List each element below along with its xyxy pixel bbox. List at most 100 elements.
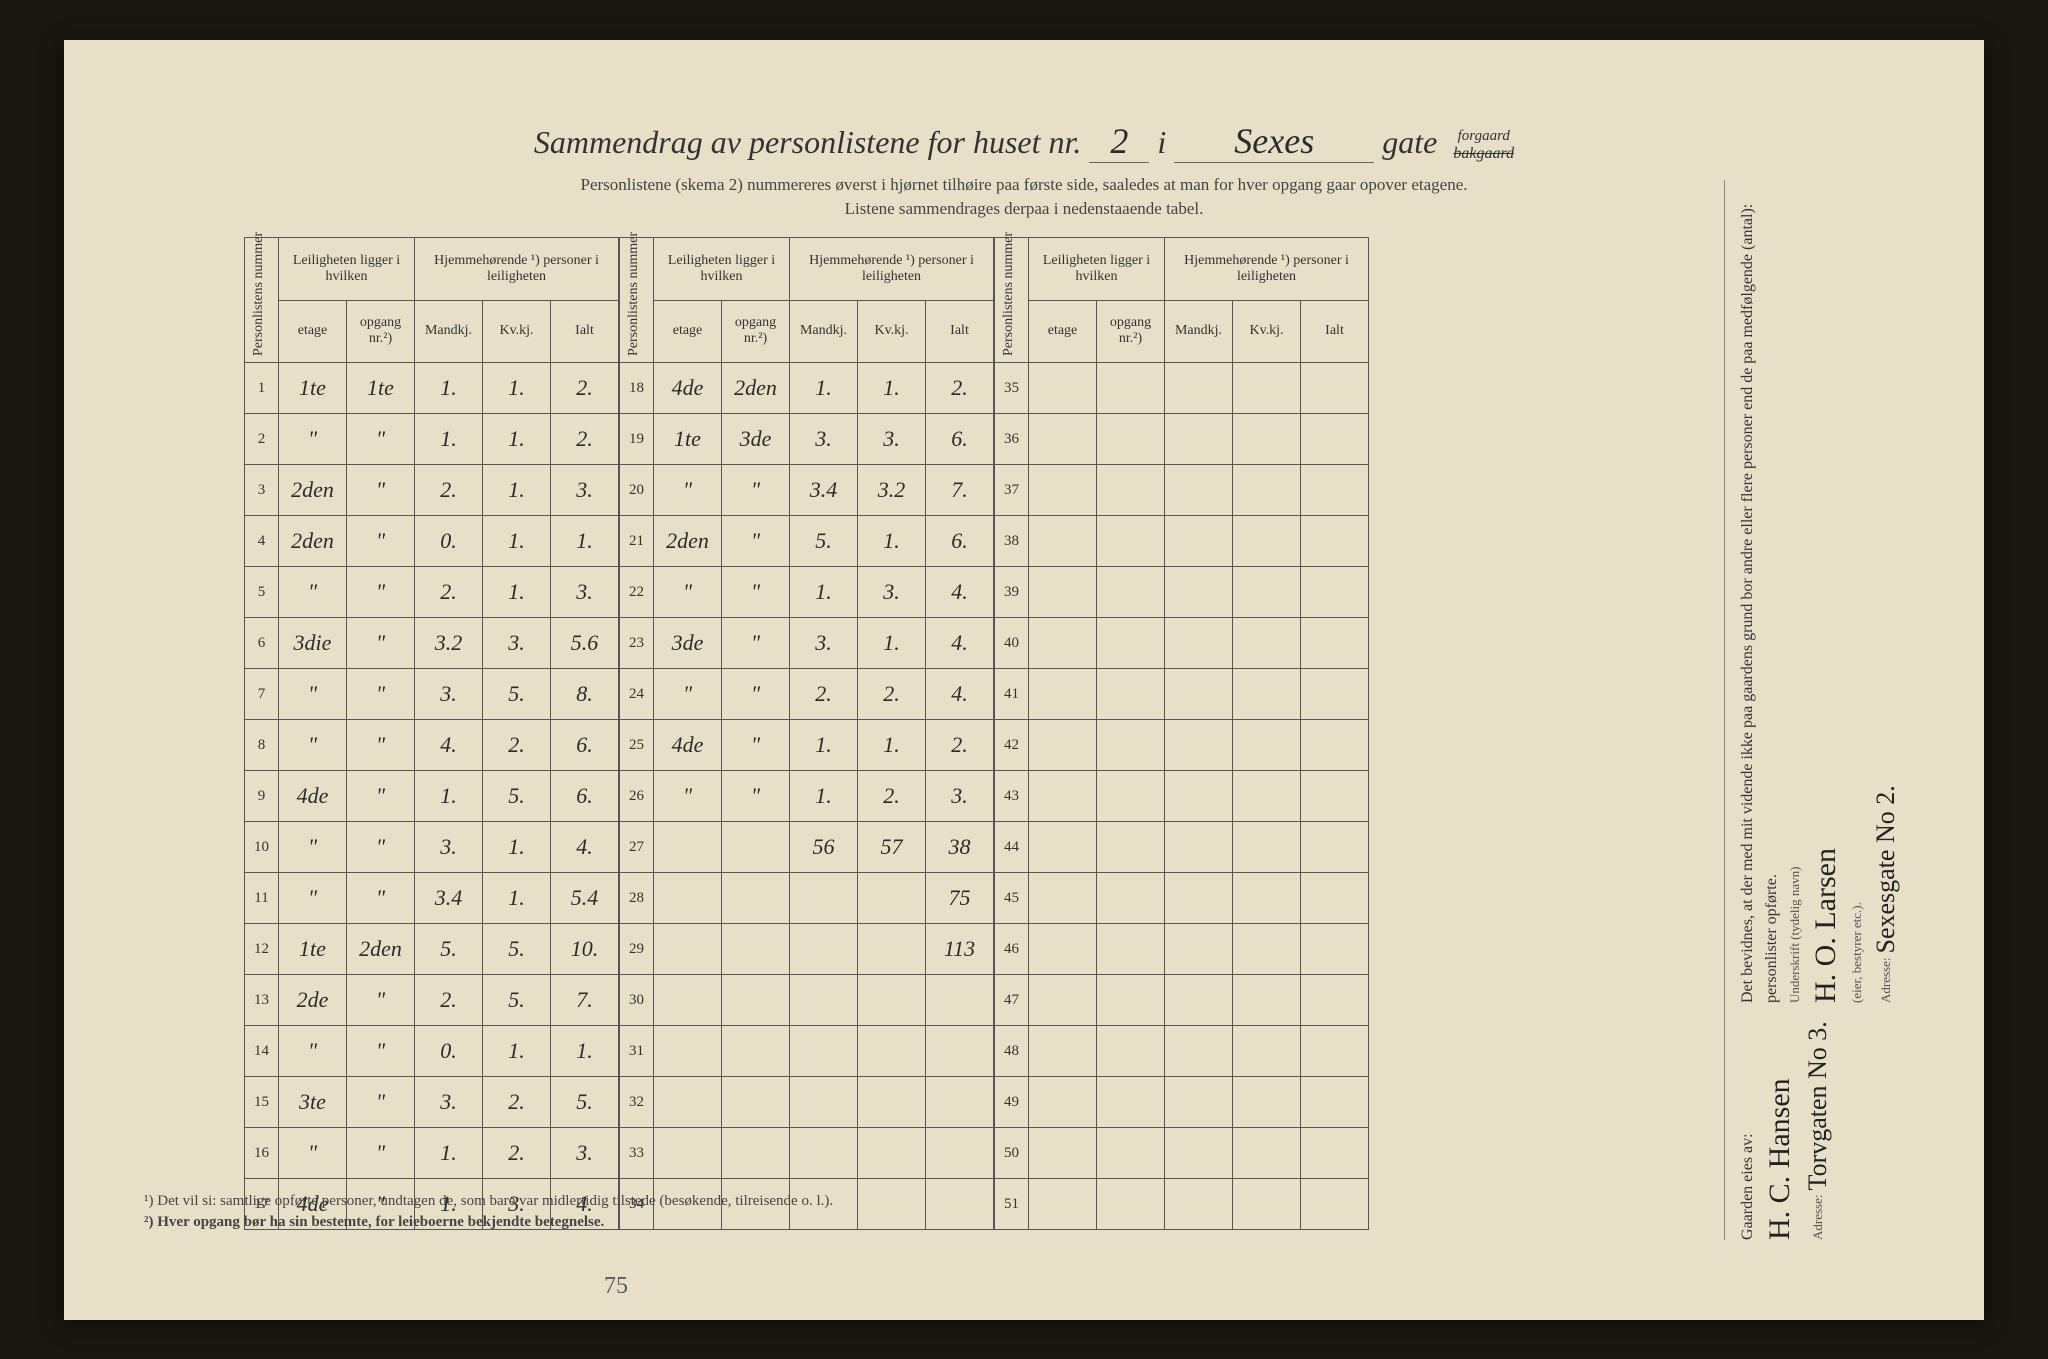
table-row: 24""2.2.4.	[620, 669, 994, 720]
row-number: 25	[620, 720, 654, 771]
cell-mandkj	[1165, 873, 1233, 924]
table-row: 22""1.3.4.	[620, 567, 994, 618]
cell-ialt: 4.	[926, 618, 994, 669]
cell-opgang	[1097, 924, 1165, 975]
cell-ialt: 2.	[551, 363, 619, 414]
cell-opgang	[1097, 516, 1165, 567]
census-table-block3: Personlistens nummer Leiligheten ligger …	[994, 237, 1369, 1230]
table-row: 43	[995, 771, 1369, 822]
cell-opgang	[722, 924, 790, 975]
cell-kvkj	[1233, 822, 1301, 873]
title-mid: i	[1157, 124, 1166, 160]
cell-opgang: "	[347, 669, 415, 720]
cell-opgang: "	[347, 873, 415, 924]
table-row: 2""1.1.2.	[245, 414, 619, 465]
row-number: 15	[245, 1077, 279, 1128]
cell-mandkj: 1.	[415, 414, 483, 465]
cell-opgang	[1097, 414, 1165, 465]
cell-mandkj: 5.	[415, 924, 483, 975]
cell-etage: 2de	[279, 975, 347, 1026]
row-number: 24	[620, 669, 654, 720]
row-number: 2	[245, 414, 279, 465]
gate-label: gate	[1382, 124, 1437, 160]
cell-opgang	[1097, 1077, 1165, 1128]
cell-ialt	[1301, 771, 1369, 822]
table-row: 14""0.1.1.	[245, 1026, 619, 1077]
cell-kvkj	[1233, 567, 1301, 618]
row-number: 50	[995, 1128, 1029, 1179]
cell-etage	[1029, 516, 1097, 567]
hdr-ialt: Ialt	[551, 300, 619, 363]
table-row: 45	[995, 873, 1369, 924]
table-row: 7""3.5.8.	[245, 669, 619, 720]
cell-kvkj	[858, 975, 926, 1026]
hdr-kvkj: Kv.kj.	[858, 300, 926, 363]
row-number: 29	[620, 924, 654, 975]
cell-ialt: 4.	[926, 669, 994, 720]
cell-ialt: 5.	[551, 1077, 619, 1128]
table-row: 44	[995, 822, 1369, 873]
cell-opgang	[722, 975, 790, 1026]
cell-opgang: "	[347, 414, 415, 465]
hdr-opgang: opgang nr.²)	[1097, 300, 1165, 363]
cell-opgang	[1097, 1179, 1165, 1230]
row-number: 8	[245, 720, 279, 771]
cell-etage: 3te	[279, 1077, 347, 1128]
cell-ialt: 4.	[551, 822, 619, 873]
cell-ialt: 4.	[926, 567, 994, 618]
table-row: 37	[995, 465, 1369, 516]
title-prefix: Sammendrag av personlistene for huset nr…	[534, 124, 1082, 160]
cell-etage: "	[279, 1026, 347, 1077]
cell-ialt	[1301, 465, 1369, 516]
hdr-hjemmehorende: Hjemmehørende ¹) personer i leiligheten	[415, 238, 619, 301]
row-number: 48	[995, 1026, 1029, 1077]
fn2-text: Hver opgang bør ha sin bestemte, for lei…	[157, 1214, 604, 1230]
cell-etage	[654, 1128, 722, 1179]
cell-kvkj	[1233, 618, 1301, 669]
signer-role: (eier, bestyrer etc.).	[1849, 204, 1865, 1003]
street-name: Sexes	[1174, 120, 1374, 163]
cell-mandkj	[790, 1077, 858, 1128]
cell-opgang: "	[347, 465, 415, 516]
cell-ialt	[1301, 567, 1369, 618]
cell-mandkj: 1.	[415, 771, 483, 822]
cell-kvkj: 1.	[858, 516, 926, 567]
bottom-hw-note: 75	[604, 1273, 628, 1300]
cell-opgang	[1097, 465, 1165, 516]
cell-etage	[1029, 414, 1097, 465]
cell-kvkj: 1.	[483, 873, 551, 924]
row-number: 12	[245, 924, 279, 975]
cell-ialt	[1301, 1077, 1369, 1128]
table-row: 50	[995, 1128, 1369, 1179]
cell-kvkj: 3.	[858, 567, 926, 618]
cell-etage	[1029, 873, 1097, 924]
cell-etage: "	[279, 414, 347, 465]
cell-ialt	[926, 975, 994, 1026]
cell-mandkj: 1.	[415, 1128, 483, 1179]
cell-kvkj	[858, 1026, 926, 1077]
cell-kvkj	[1233, 516, 1301, 567]
hdr-leiligheten: Leiligheten ligger i hvilken	[279, 238, 415, 301]
hdr-opgang: opgang nr.²)	[722, 300, 790, 363]
cell-etage	[654, 924, 722, 975]
cell-kvkj: 1.	[483, 414, 551, 465]
cell-mandkj	[1165, 465, 1233, 516]
cell-kvkj: 1.	[483, 1026, 551, 1077]
cell-ialt	[1301, 975, 1369, 1026]
row-number: 14	[245, 1026, 279, 1077]
cell-ialt: 38	[926, 822, 994, 873]
cell-etage: "	[279, 669, 347, 720]
cell-etage: "	[279, 1128, 347, 1179]
row-number: 39	[995, 567, 1029, 618]
hdr-leiligheten: Leiligheten ligger i hvilken	[1029, 238, 1165, 301]
cell-mandkj	[1165, 669, 1233, 720]
row-number: 5	[245, 567, 279, 618]
cell-opgang	[1097, 669, 1165, 720]
cell-etage: "	[279, 567, 347, 618]
cell-ialt: 7.	[926, 465, 994, 516]
cell-opgang: 1te	[347, 363, 415, 414]
cell-ialt	[1301, 618, 1369, 669]
hdr-mandkj: Mandkj.	[1165, 300, 1233, 363]
cell-opgang: "	[722, 669, 790, 720]
table-row: 38	[995, 516, 1369, 567]
